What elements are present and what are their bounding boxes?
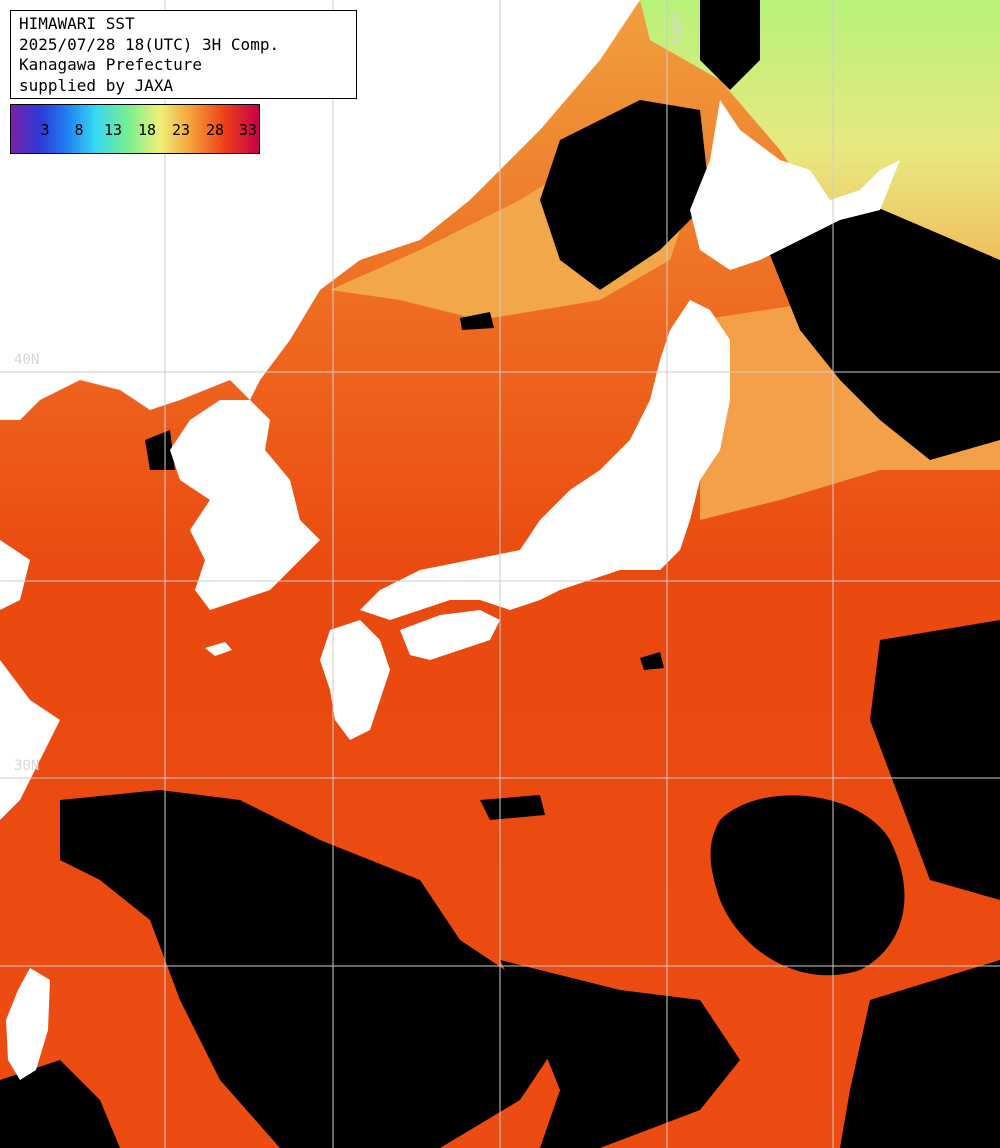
info-box: HIMAWARI SST 2025/07/28 18(UTC) 3H Comp.… xyxy=(10,10,357,99)
cloud-bottom-left xyxy=(0,1060,120,1148)
colorbar-label: 33 xyxy=(238,121,258,139)
cloud-south-west xyxy=(60,790,560,1148)
land-jeju xyxy=(205,642,232,656)
cloud-small-3 xyxy=(460,312,494,330)
lat-label-40n: 40N xyxy=(14,352,40,368)
cloud-small-1 xyxy=(480,795,545,820)
colorbar-label: 3 xyxy=(40,121,50,139)
product-title: HIMAWARI SST xyxy=(19,14,135,33)
cloud-small-4 xyxy=(145,430,175,470)
cloud-southeast-1 xyxy=(840,960,1000,1148)
lat-label-30n: 30N xyxy=(14,758,40,774)
land-taiwan xyxy=(6,968,50,1080)
land-shikoku xyxy=(400,610,500,660)
cloud-north-top xyxy=(700,0,760,90)
land-china-coast xyxy=(0,540,30,610)
cloud-northeast xyxy=(760,200,1000,460)
colorbar-label: 13 xyxy=(103,121,123,139)
product-region: Kanagawa Prefecture xyxy=(19,55,203,74)
colorbar-label: 23 xyxy=(171,121,191,139)
land-china-coast-2 xyxy=(0,660,60,820)
land-kyushu xyxy=(320,620,390,740)
cloud-small-2 xyxy=(640,652,664,670)
temperature-colorbar: 3 8 13 18 23 28 33 xyxy=(10,104,260,154)
product-credit: supplied by JAXA xyxy=(19,75,174,95)
land-honshu xyxy=(360,300,730,620)
land-hokkaido xyxy=(690,100,900,270)
cloud-east xyxy=(870,620,1000,900)
cloud-south xyxy=(500,960,740,1148)
land-korea xyxy=(170,400,320,610)
colorbar-label: 28 xyxy=(205,121,225,139)
cloud-typhoon xyxy=(710,795,905,976)
product-datetime: 2025/07/28 18(UTC) 3H Comp. xyxy=(19,34,280,54)
lon-label-140e: 140E xyxy=(670,11,686,45)
colorbar-label: 8 xyxy=(74,121,84,139)
colorbar-label: 18 xyxy=(137,121,157,139)
